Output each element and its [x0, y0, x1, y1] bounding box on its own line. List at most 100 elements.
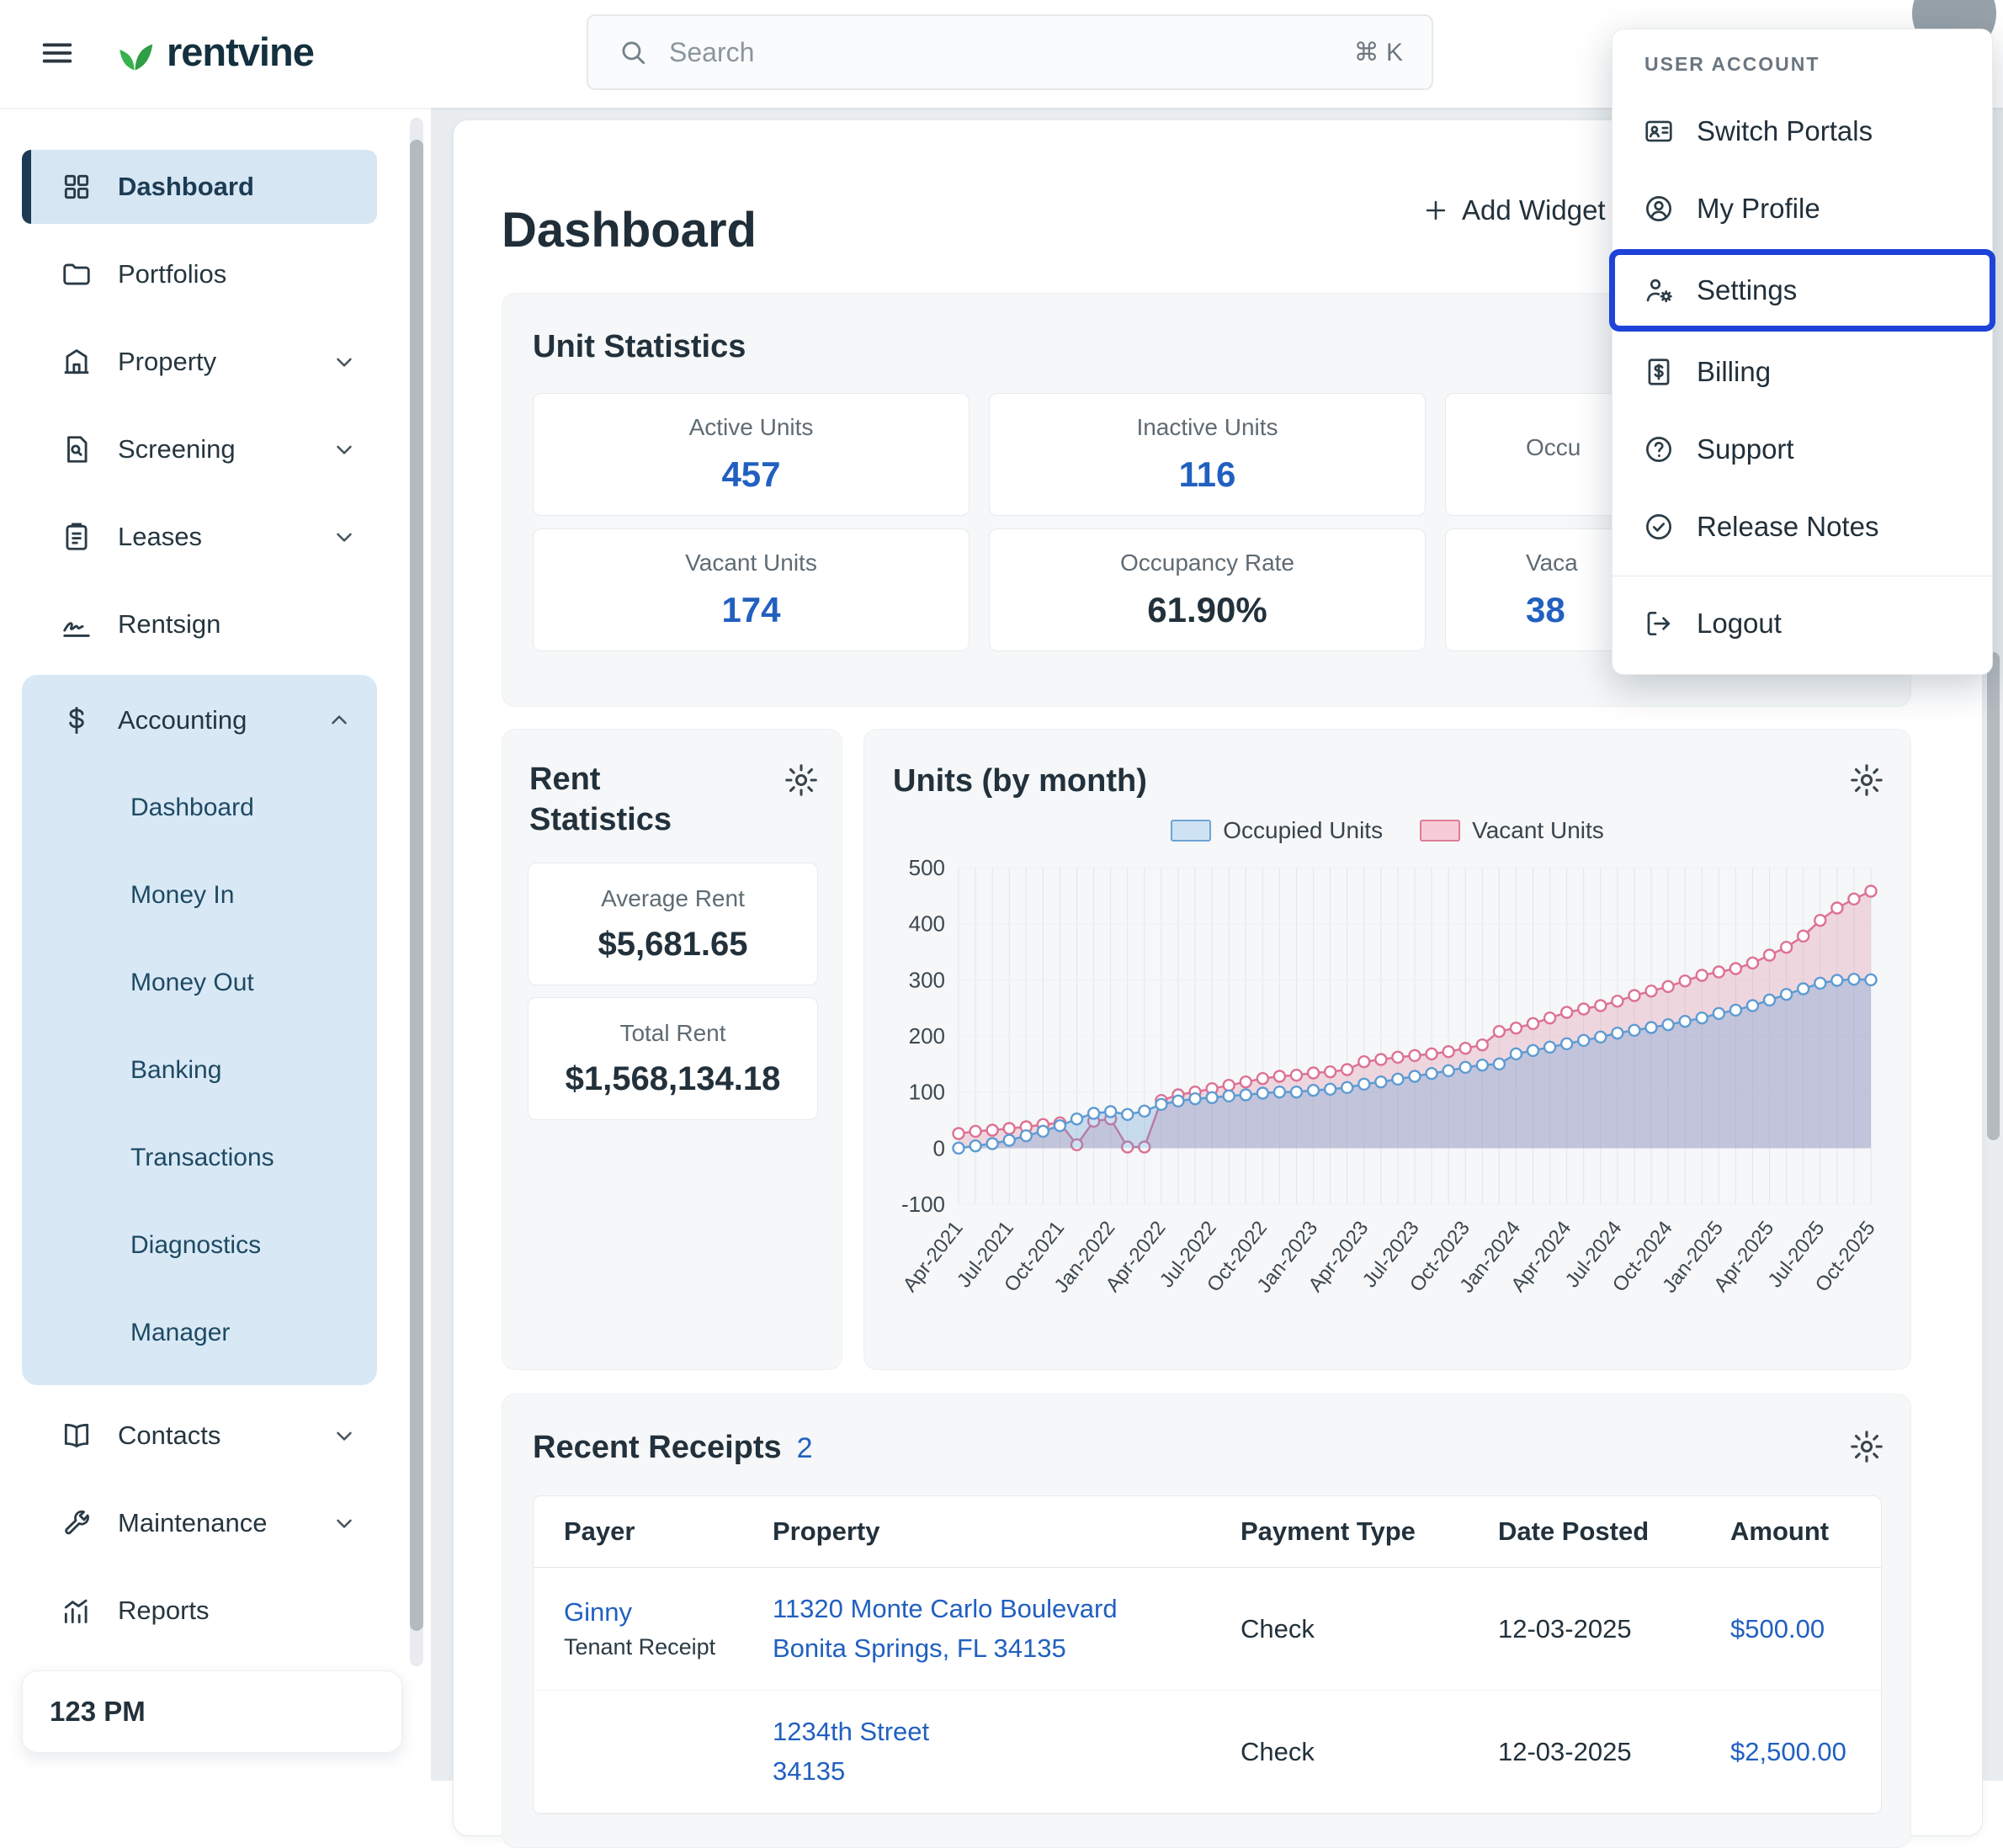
stat-label: Average Rent [601, 885, 745, 912]
chart-legend: Occupied Units Vacant Units [864, 817, 1910, 844]
stat-card-active-units: Active Units 457 [533, 393, 970, 516]
menu-item-settings[interactable]: Settings [1609, 249, 1995, 332]
average-rent-card: Average Rent $5,681.65 [528, 863, 818, 985]
units-by-month-panel: Units (by month) Occupied Units Vacant U… [863, 729, 1911, 1370]
chart-icon [61, 1595, 93, 1627]
brand-logo[interactable]: rentvine [109, 24, 314, 79]
sidebar-item-screening[interactable]: Screening [22, 412, 377, 486]
chevron-down-icon [332, 437, 357, 462]
legend-label: Vacant Units [1472, 817, 1604, 844]
clock-card: 123 PM [22, 1670, 402, 1753]
sidebar-item-property[interactable]: Property [22, 325, 377, 399]
property-link[interactable]: 1234th Street 34135 [773, 1713, 1215, 1791]
hamburger-menu-button[interactable] [34, 32, 81, 76]
settings-gear-icon[interactable] [783, 762, 820, 799]
sidebar-item-contacts[interactable]: Contacts [22, 1399, 377, 1473]
table-header-row: Payer Property Payment Type Date Posted … [534, 1496, 1881, 1568]
menu-item-label: Support [1697, 433, 1794, 465]
total-rent-card: Total Rent $1,568,134.18 [528, 997, 818, 1120]
search-placeholder: Search [669, 37, 1334, 68]
chevron-down-icon [332, 524, 357, 550]
chevron-down-icon [332, 349, 357, 374]
sidebar-item-banking[interactable]: Banking [30, 1033, 369, 1107]
search-input[interactable]: Search ⌘ K [587, 14, 1433, 90]
menu-item-label: Settings [1697, 274, 1797, 306]
logout-icon [1643, 608, 1675, 640]
stat-label: Active Units [689, 414, 814, 441]
sidebar-item-maintenance[interactable]: Maintenance [22, 1486, 377, 1560]
stat-label: Vaca [1526, 550, 1578, 576]
amount-link[interactable]: $500.00 [1730, 1614, 1825, 1644]
settings-gear-icon[interactable] [1848, 762, 1885, 799]
stat-value: 116 [1179, 454, 1236, 495]
stat-value: $5,681.65 [598, 926, 748, 964]
search-icon [617, 36, 649, 68]
stat-value: 38 [1526, 590, 1565, 630]
stat-label: Occu [1526, 434, 1581, 461]
sidebar-item-dashboard[interactable]: Dashboard [22, 150, 377, 224]
sidebar: Dashboard Portfolios Property Screening … [0, 108, 431, 1781]
sidebar-item-portfolios[interactable]: Portfolios [22, 237, 377, 311]
sidebar-item-manager[interactable]: Manager [30, 1296, 369, 1370]
sidebar-scrollbar[interactable] [410, 140, 423, 1631]
sidebar-item-label: Contacts [118, 1421, 220, 1451]
sidebar-item-transactions[interactable]: Transactions [30, 1121, 369, 1195]
chevron-down-icon [332, 1423, 357, 1448]
sidebar-item-money-out[interactable]: Money Out [30, 946, 369, 1020]
stat-label: Total Rent [619, 1020, 725, 1047]
sidebar-scrollbar-track [410, 118, 423, 1666]
menu-item-billing[interactable]: Billing [1612, 333, 1992, 411]
recent-receipts-panel: Recent Receipts 2 Payer Property Payment… [502, 1394, 1911, 1848]
sidebar-item-label: Accounting [118, 705, 247, 735]
menu-item-my-profile[interactable]: My Profile [1612, 170, 1992, 247]
page-scrollbar[interactable] [1987, 652, 2000, 1140]
chevron-down-icon [332, 1511, 357, 1536]
menu-item-switch-portals[interactable]: Switch Portals [1612, 93, 1992, 170]
payer-link[interactable]: Ginny [564, 1597, 747, 1628]
sidebar-item-label: Dashboard [118, 172, 254, 202]
document-search-icon [61, 433, 93, 465]
brand-name: rentvine [167, 29, 314, 75]
column-header-amount: Amount [1705, 1496, 1881, 1568]
hamburger-icon [38, 34, 77, 72]
sidebar-item-rentsign[interactable]: Rentsign [22, 587, 377, 661]
date-posted-cell: 12-03-2025 [1473, 1691, 1705, 1813]
sidebar-item-leases[interactable]: Leases [22, 500, 377, 574]
sidebar-item-diagnostics[interactable]: Diagnostics [30, 1208, 369, 1282]
menu-item-label: Switch Portals [1697, 115, 1873, 147]
receipt-type-label: Tenant Receipt [564, 1634, 747, 1660]
sidebar-item-money-in[interactable]: Money In [30, 858, 369, 932]
legend-label: Occupied Units [1223, 817, 1383, 844]
sidebar-item-reports[interactable]: Reports [22, 1574, 377, 1648]
stat-card-vacant-units: Vacant Units 174 [533, 528, 970, 651]
svg-text:-100: -100 [901, 1192, 945, 1217]
amount-link[interactable]: $2,500.00 [1730, 1737, 1846, 1766]
units-chart-svg: 5004003002001000-100Apr-2021Jul-2021Oct-… [888, 852, 1888, 1354]
table-row: 1234th Street 34135 Check 12-03-2025 $2,… [534, 1691, 1881, 1813]
property-cell: 1234th Street 34135 [747, 1691, 1215, 1813]
column-header-payment-type: Payment Type [1215, 1496, 1473, 1568]
clipboard-icon [61, 521, 93, 553]
support-icon [1643, 433, 1675, 465]
sidebar-subitem-label: Money Out [130, 969, 254, 997]
sidebar-subitem-label: Manager [130, 1319, 230, 1347]
svg-text:400: 400 [909, 911, 945, 937]
sidebar-item-accounting-dashboard[interactable]: Dashboard [30, 771, 369, 845]
page-title: Dashboard [502, 202, 757, 258]
legend-item-vacant: Vacant Units [1420, 817, 1604, 844]
sidebar-item-label: Property [118, 347, 216, 377]
menu-item-release-notes[interactable]: Release Notes [1612, 488, 1992, 566]
dollar-icon [61, 704, 93, 736]
stat-value: $1,568,134.18 [566, 1060, 781, 1098]
user-account-menu-header: USER ACCOUNT [1612, 53, 1992, 93]
settings-gear-icon[interactable] [1848, 1428, 1885, 1465]
legend-item-occupied: Occupied Units [1171, 817, 1383, 844]
sidebar-subitem-label: Dashboard [130, 794, 254, 822]
property-link[interactable]: 11320 Monte Carlo Boulevard Bonita Sprin… [773, 1590, 1215, 1668]
menu-item-logout[interactable]: Logout [1612, 585, 1992, 662]
property-cell: 11320 Monte Carlo Boulevard Bonita Sprin… [747, 1568, 1215, 1691]
menu-item-support[interactable]: Support [1612, 411, 1992, 488]
add-widget-button[interactable]: Add Widget [1421, 194, 1606, 226]
sidebar-item-accounting[interactable]: Accounting [30, 683, 369, 757]
folder-icon [61, 258, 93, 290]
